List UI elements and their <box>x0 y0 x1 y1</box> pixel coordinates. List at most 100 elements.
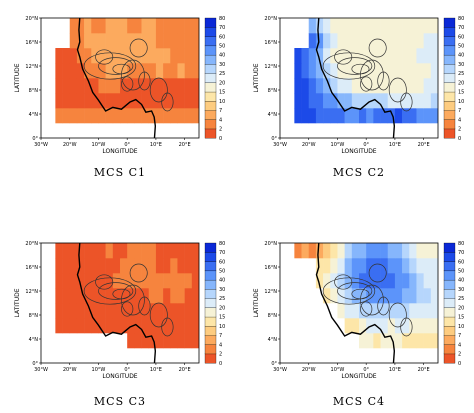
heat-cell <box>191 78 199 94</box>
heat-cell <box>359 243 367 259</box>
contour-line <box>83 52 137 80</box>
heat-cell <box>98 63 106 79</box>
heat-cell <box>155 258 164 274</box>
heat-cell <box>416 258 424 274</box>
heat-cell <box>409 318 417 334</box>
x-tick-label: 20°E <box>179 367 191 373</box>
colorbar-swatch <box>443 100 456 111</box>
heat-cell <box>337 288 345 304</box>
heat-cell <box>315 33 324 49</box>
heat-cell <box>423 333 432 349</box>
heat-cell <box>76 318 85 334</box>
heat-cell <box>91 258 99 274</box>
heat-cell <box>120 318 128 334</box>
heat-cell <box>394 63 403 79</box>
heat-cell <box>344 258 353 274</box>
heat-cell <box>84 78 92 94</box>
heat-cell <box>430 78 438 94</box>
colorbar-tick-label: 4 <box>219 342 222 348</box>
heat-cell <box>127 93 135 109</box>
heat-cell <box>294 48 302 64</box>
plot-frame <box>40 242 200 364</box>
heat-cell <box>351 33 360 49</box>
heat-cell <box>373 333 381 349</box>
heat-cell <box>359 48 367 64</box>
heat-cell <box>98 243 106 259</box>
heat-cell <box>301 48 310 64</box>
heat-cell <box>430 258 438 274</box>
colorbar-tick-label: 25 <box>219 71 225 77</box>
heat-cell <box>91 18 99 34</box>
contour-line <box>121 76 134 92</box>
heat-cell <box>91 63 99 79</box>
y-tick-label: 0° <box>32 136 38 142</box>
heat-cell <box>409 273 417 289</box>
heat-cell <box>112 303 121 319</box>
heat-cell <box>141 273 150 289</box>
heat-cell <box>344 303 353 319</box>
contour-line <box>121 59 145 91</box>
heat-cell <box>409 108 417 124</box>
x-tick-label: 0° <box>124 142 130 148</box>
heat-cell <box>402 333 410 349</box>
heat-cell <box>409 18 417 34</box>
colorbar-tick-label: 7 <box>458 333 461 339</box>
coastline <box>76 243 157 363</box>
heat-cell <box>148 273 157 289</box>
heat-cell <box>344 108 353 124</box>
heat-cell <box>134 48 142 64</box>
colorbar-swatch <box>204 242 217 253</box>
heat-cell <box>177 288 185 304</box>
heat-cell <box>394 318 403 334</box>
contour-line <box>368 38 387 58</box>
colorbar-swatch <box>443 325 456 336</box>
colorbar-swatch <box>443 36 456 47</box>
heat-cell <box>409 48 417 64</box>
y-axis-label: LATITUDE <box>253 63 260 92</box>
colorbar-swatch <box>443 335 456 345</box>
colorbar-tick-label: 40 <box>458 53 464 59</box>
heat-cell <box>409 288 417 304</box>
heat-cell <box>69 303 78 319</box>
colorbar-tick-label: 10 <box>219 99 225 105</box>
heat-cell <box>141 243 150 259</box>
heat-cell <box>177 93 185 109</box>
colorbar-swatch <box>443 344 456 355</box>
heat-cell <box>134 333 142 349</box>
heat-cell <box>351 18 360 34</box>
heat-cell <box>91 243 99 259</box>
heat-cell <box>141 93 150 109</box>
heat-cell <box>55 93 63 109</box>
y-tick-label: 8°N <box>268 313 278 319</box>
heat-cell <box>134 63 142 79</box>
colorbar-tick-label: 60 <box>219 259 225 265</box>
heat-cell <box>84 93 92 109</box>
x-tick-label: 10°W <box>331 367 345 373</box>
contour-line <box>95 49 114 65</box>
heat-cell <box>344 78 353 94</box>
heat-cell <box>170 288 178 304</box>
heat-cell <box>55 318 63 334</box>
colorbar-swatch <box>443 316 456 327</box>
heat-cell <box>155 93 164 109</box>
contour-line <box>334 274 353 290</box>
contour-line <box>121 284 145 316</box>
x-tick-label: 20°E <box>418 142 430 148</box>
heat-cell <box>430 273 438 289</box>
heat-cell <box>62 78 71 94</box>
x-axis-label: LONGITUDE <box>102 148 137 155</box>
heat-cell <box>387 333 396 349</box>
heat-cell <box>69 63 78 79</box>
y-tick-label: 0° <box>271 361 277 367</box>
heat-cell <box>141 108 150 124</box>
colorbar-tick-label: 10 <box>458 324 464 330</box>
heat-cell <box>76 243 85 259</box>
heat-cell <box>112 318 121 334</box>
heat-cell <box>184 318 193 334</box>
heat-cell <box>373 78 381 94</box>
heat-cell <box>191 303 199 319</box>
colorbar-swatch <box>204 64 217 74</box>
heat-cell <box>170 18 178 34</box>
heat-cell <box>308 243 317 259</box>
